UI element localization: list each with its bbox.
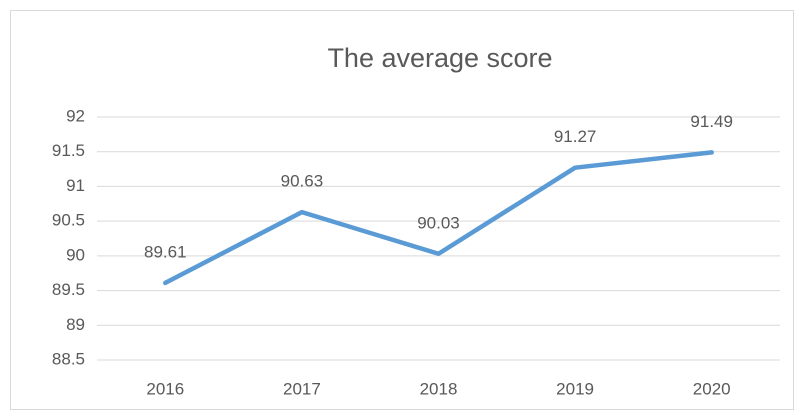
y-tick-label: 90 xyxy=(66,245,85,264)
y-tick-label: 89.5 xyxy=(52,280,85,299)
data-label: 91.49 xyxy=(690,112,733,131)
data-label: 90.03 xyxy=(417,213,460,232)
y-tick-label: 92 xyxy=(66,106,85,125)
x-tick-label: 2016 xyxy=(146,379,184,398)
line xyxy=(163,150,714,286)
chart-frame xyxy=(10,10,794,410)
y-tick-label: 91 xyxy=(66,176,85,195)
x-tick-label: 2020 xyxy=(693,379,731,398)
y-tick-label: 88.5 xyxy=(52,349,85,368)
x-tick-label: 2018 xyxy=(420,379,458,398)
y-tick-label: 90.5 xyxy=(52,211,85,230)
data-label: 91.27 xyxy=(554,127,597,146)
x-tick-label: 2017 xyxy=(283,379,321,398)
x-tick-label: 2019 xyxy=(556,379,594,398)
data-label: 89.61 xyxy=(144,242,187,261)
data-label: 90.63 xyxy=(281,172,324,191)
chart-title: The average score xyxy=(327,43,552,73)
y-tick-label: 89 xyxy=(66,315,85,334)
y-tick-label: 91.5 xyxy=(52,141,85,160)
